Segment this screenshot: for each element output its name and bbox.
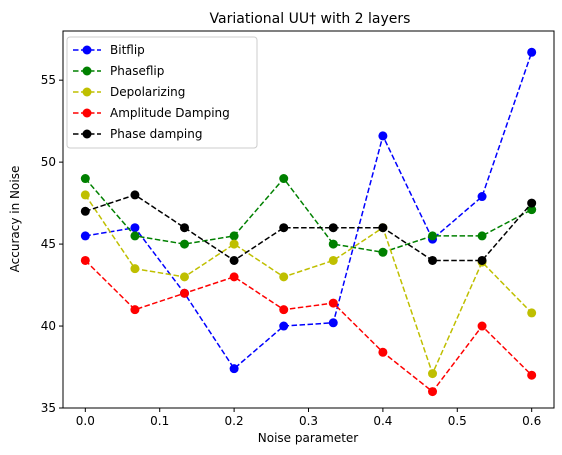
data-point xyxy=(80,190,90,200)
series-line xyxy=(85,194,533,262)
data-point xyxy=(229,272,239,282)
legend: Bitflip Phaseflip Depolarizing Amplitude Da… xyxy=(66,36,258,149)
data-point xyxy=(229,231,239,241)
data-point xyxy=(279,272,289,282)
data-point xyxy=(130,223,140,233)
data-point xyxy=(378,131,388,141)
legend-swatch-marker xyxy=(82,108,92,118)
data-point xyxy=(179,288,189,298)
series-line xyxy=(85,52,533,370)
data-point xyxy=(527,308,537,318)
series-line xyxy=(84,177,533,254)
data-point xyxy=(179,239,189,249)
data-point xyxy=(428,387,438,397)
legend-swatch-marker xyxy=(82,129,92,139)
data-point xyxy=(229,364,239,374)
data-point xyxy=(179,272,189,282)
y-tick-label: 55 xyxy=(41,73,56,87)
data-point xyxy=(428,255,438,265)
data-point xyxy=(428,231,438,241)
data-point xyxy=(229,255,239,265)
data-point xyxy=(130,264,140,274)
data-point xyxy=(378,247,388,257)
data-point xyxy=(279,321,289,331)
data-point xyxy=(80,174,90,184)
series-line xyxy=(84,259,533,393)
x-tick-label: 0.5 xyxy=(448,414,467,428)
x-tick-label: 0.1 xyxy=(150,414,169,428)
legend-label: Amplitude Damping xyxy=(110,106,230,120)
legend-label: Phaseflip xyxy=(110,64,164,78)
data-point xyxy=(328,239,338,249)
data-point xyxy=(477,255,487,265)
series-line xyxy=(84,194,533,376)
data-point xyxy=(378,347,388,357)
data-point xyxy=(130,305,140,315)
legend-swatch-marker xyxy=(82,87,92,97)
data-point xyxy=(279,223,289,233)
data-point xyxy=(477,321,487,331)
data-point xyxy=(229,239,239,249)
y-tick-label: 45 xyxy=(41,237,56,251)
legend-label: Bitflip xyxy=(110,43,145,57)
data-point xyxy=(328,318,338,328)
legend-swatch-marker xyxy=(82,66,92,76)
legend-label: Phase damping xyxy=(110,127,202,141)
data-point xyxy=(279,174,289,184)
data-point xyxy=(527,47,537,57)
data-point xyxy=(179,223,189,233)
legend-swatch-marker xyxy=(82,45,92,55)
data-point xyxy=(378,223,388,233)
x-tick-label: 0.4 xyxy=(373,414,392,428)
data-point xyxy=(477,192,487,202)
y-tick-label: 35 xyxy=(41,401,56,415)
data-point xyxy=(527,205,537,215)
chart-title: Variational UU† with 2 layers xyxy=(210,11,411,27)
y-axis-label: Accuracy in Noise xyxy=(8,166,22,273)
y-tick-label: 50 xyxy=(41,155,56,169)
legend-label: Depolarizing xyxy=(110,85,185,99)
data-point xyxy=(428,369,438,379)
data-point xyxy=(130,190,140,200)
x-tick-label: 0.3 xyxy=(299,414,318,428)
x-axis-label: Noise parameter xyxy=(258,431,359,445)
y-tick-label: 40 xyxy=(41,319,56,333)
data-point xyxy=(80,255,90,265)
data-point xyxy=(80,231,90,241)
x-tick-label: 0.6 xyxy=(522,414,541,428)
data-point xyxy=(328,255,338,265)
data-point xyxy=(527,198,537,208)
data-point xyxy=(527,370,537,380)
x-tick-label: 0.0 xyxy=(76,414,95,428)
data-point xyxy=(328,223,338,233)
data-point xyxy=(328,298,338,308)
x-tick-label: 0.2 xyxy=(225,414,244,428)
data-point xyxy=(279,305,289,315)
data-point xyxy=(477,231,487,241)
data-point xyxy=(80,206,90,216)
data-point xyxy=(130,231,140,241)
legend-box xyxy=(66,36,258,149)
